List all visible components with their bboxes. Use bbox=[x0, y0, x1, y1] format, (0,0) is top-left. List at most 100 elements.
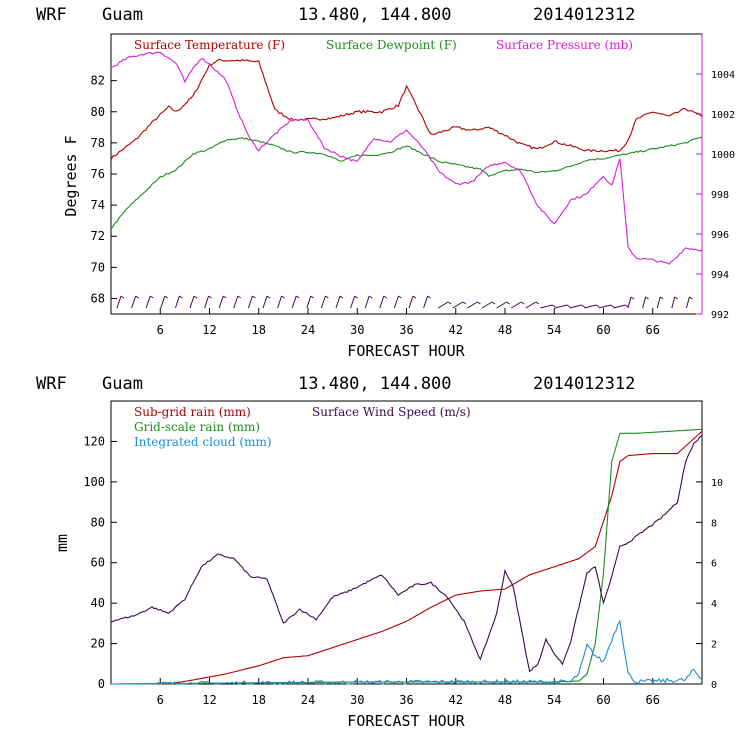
top-y-axis-label: Degrees F bbox=[62, 135, 80, 216]
series-line-2 bbox=[111, 428, 703, 685]
wind-barb-flag bbox=[252, 295, 256, 299]
wind-barb bbox=[467, 301, 478, 309]
wind-barb bbox=[408, 295, 414, 309]
y-tick-label: 40 bbox=[91, 596, 105, 610]
wind-barb bbox=[233, 295, 239, 309]
wind-barb bbox=[671, 296, 676, 309]
y2-tick-label: 996 bbox=[711, 230, 729, 241]
wind-barb-flag bbox=[193, 295, 198, 299]
top-y2-ticks: 992 994 996 998 1000 1002 1004 bbox=[696, 70, 735, 321]
wind-barb bbox=[116, 295, 122, 309]
wind-barb bbox=[656, 296, 661, 309]
wind-barb bbox=[160, 295, 166, 309]
wind-barb bbox=[291, 295, 297, 309]
wind-barb bbox=[145, 295, 151, 309]
series-line-1 bbox=[111, 430, 703, 685]
x-tick-label: 30 bbox=[350, 693, 364, 707]
wind-barb bbox=[393, 295, 399, 309]
wind-barb bbox=[540, 304, 553, 309]
wind-barb bbox=[379, 295, 385, 309]
wind-barb bbox=[627, 296, 632, 309]
bottom-legend-subgrid: Sub-grid rain (mm) bbox=[134, 405, 251, 419]
wind-barb-flag bbox=[120, 295, 125, 299]
wind-barb bbox=[569, 304, 582, 309]
top-x-axis-label: FORECAST HOUR bbox=[347, 342, 465, 360]
top-legend-dewpoint: Surface Dewpoint (F) bbox=[326, 38, 457, 52]
x-tick-label: 48 bbox=[498, 323, 512, 337]
bottom-y-axis-label: mm bbox=[53, 534, 71, 552]
wind-barb bbox=[277, 295, 283, 309]
bottom-y-ticks: 0 20 40 60 80 100 120 bbox=[83, 434, 117, 691]
top-x-ticks: 6 12 18 24 30 36 42 48 54 60 66 bbox=[157, 308, 660, 337]
bottom-legend-gridscale: Grid-scale rain (mm) bbox=[134, 420, 260, 434]
wind-barb-flag bbox=[595, 304, 600, 308]
y-tick-label: 0 bbox=[98, 677, 105, 691]
wind-barb-flag bbox=[266, 295, 271, 299]
wind-barb-flag bbox=[506, 301, 510, 305]
wind-barb-flag bbox=[581, 304, 585, 308]
bottom-header-model: WRF bbox=[36, 374, 67, 394]
wind-barb-flag bbox=[295, 295, 300, 299]
wind-barb bbox=[204, 295, 210, 309]
y-tick-label: 80 bbox=[91, 105, 105, 119]
wind-barb bbox=[510, 301, 522, 309]
y-tick-label: 20 bbox=[91, 637, 105, 651]
y-tick-label: 68 bbox=[91, 291, 105, 305]
wind-barb-flag bbox=[477, 301, 481, 305]
wind-barb-flag bbox=[520, 301, 525, 305]
wind-barb-flag bbox=[659, 296, 664, 300]
y2-tick-label: 4 bbox=[711, 599, 717, 610]
y2-tick-label: 992 bbox=[711, 310, 729, 321]
x-tick-label: 48 bbox=[498, 693, 512, 707]
bottom-header-location: Guam bbox=[102, 374, 143, 394]
y-tick-label: 60 bbox=[91, 556, 105, 570]
top-header-location: Guam bbox=[102, 5, 143, 25]
wind-barb-flag bbox=[164, 295, 169, 299]
top-y-ticks: 68 70 72 74 76 78 80 82 bbox=[91, 74, 117, 305]
y2-tick-label: 2 bbox=[711, 640, 717, 651]
wind-barb bbox=[262, 295, 268, 309]
x-tick-label: 42 bbox=[449, 323, 463, 337]
wind-barb bbox=[613, 304, 626, 309]
y-tick-label: 72 bbox=[91, 229, 105, 243]
bottom-x-axis-label: FORECAST HOUR bbox=[347, 712, 465, 730]
series-line-1 bbox=[110, 58, 703, 160]
wind-barb bbox=[218, 295, 224, 309]
wind-barb-flag bbox=[149, 295, 154, 299]
wind-barb-flag bbox=[339, 295, 344, 299]
x-tick-label: 54 bbox=[547, 323, 561, 337]
wind-barb bbox=[189, 295, 195, 309]
wind-barb bbox=[642, 296, 647, 309]
wind-barb-flag bbox=[237, 295, 242, 299]
wind-barb bbox=[437, 301, 449, 309]
bottom-series bbox=[111, 428, 703, 686]
series-line-3 bbox=[111, 619, 703, 686]
wind-barb bbox=[525, 301, 537, 309]
x-tick-label: 12 bbox=[202, 693, 216, 707]
x-tick-label: 54 bbox=[547, 693, 561, 707]
y2-tick-label: 994 bbox=[711, 270, 729, 281]
wind-barb-flag bbox=[427, 295, 431, 299]
y2-tick-label: 1002 bbox=[711, 110, 735, 121]
wind-barb-flag bbox=[179, 295, 183, 299]
x-tick-label: 18 bbox=[252, 693, 266, 707]
bottom-legend-cloud: Integrated cloud (mm) bbox=[134, 435, 272, 449]
wind-barb-flag bbox=[281, 295, 285, 299]
top-header-model: WRF bbox=[36, 5, 67, 25]
y-tick-label: 120 bbox=[83, 434, 105, 448]
wind-barb-flag bbox=[135, 295, 139, 299]
y2-tick-label: 1004 bbox=[711, 70, 735, 81]
wind-barb bbox=[554, 304, 568, 309]
x-tick-label: 24 bbox=[301, 323, 315, 337]
y2-tick-label: 998 bbox=[711, 190, 729, 201]
y-tick-label: 78 bbox=[91, 136, 105, 150]
wind-barb bbox=[584, 304, 597, 309]
wind-barb bbox=[685, 296, 690, 309]
wind-barb bbox=[335, 295, 341, 309]
wind-barb bbox=[131, 295, 137, 309]
wind-barb-flag bbox=[462, 301, 467, 305]
x-tick-label: 66 bbox=[646, 323, 660, 337]
wind-barb-flag bbox=[447, 301, 452, 305]
x-tick-label: 12 bbox=[202, 323, 216, 337]
x-tick-label: 36 bbox=[399, 693, 413, 707]
